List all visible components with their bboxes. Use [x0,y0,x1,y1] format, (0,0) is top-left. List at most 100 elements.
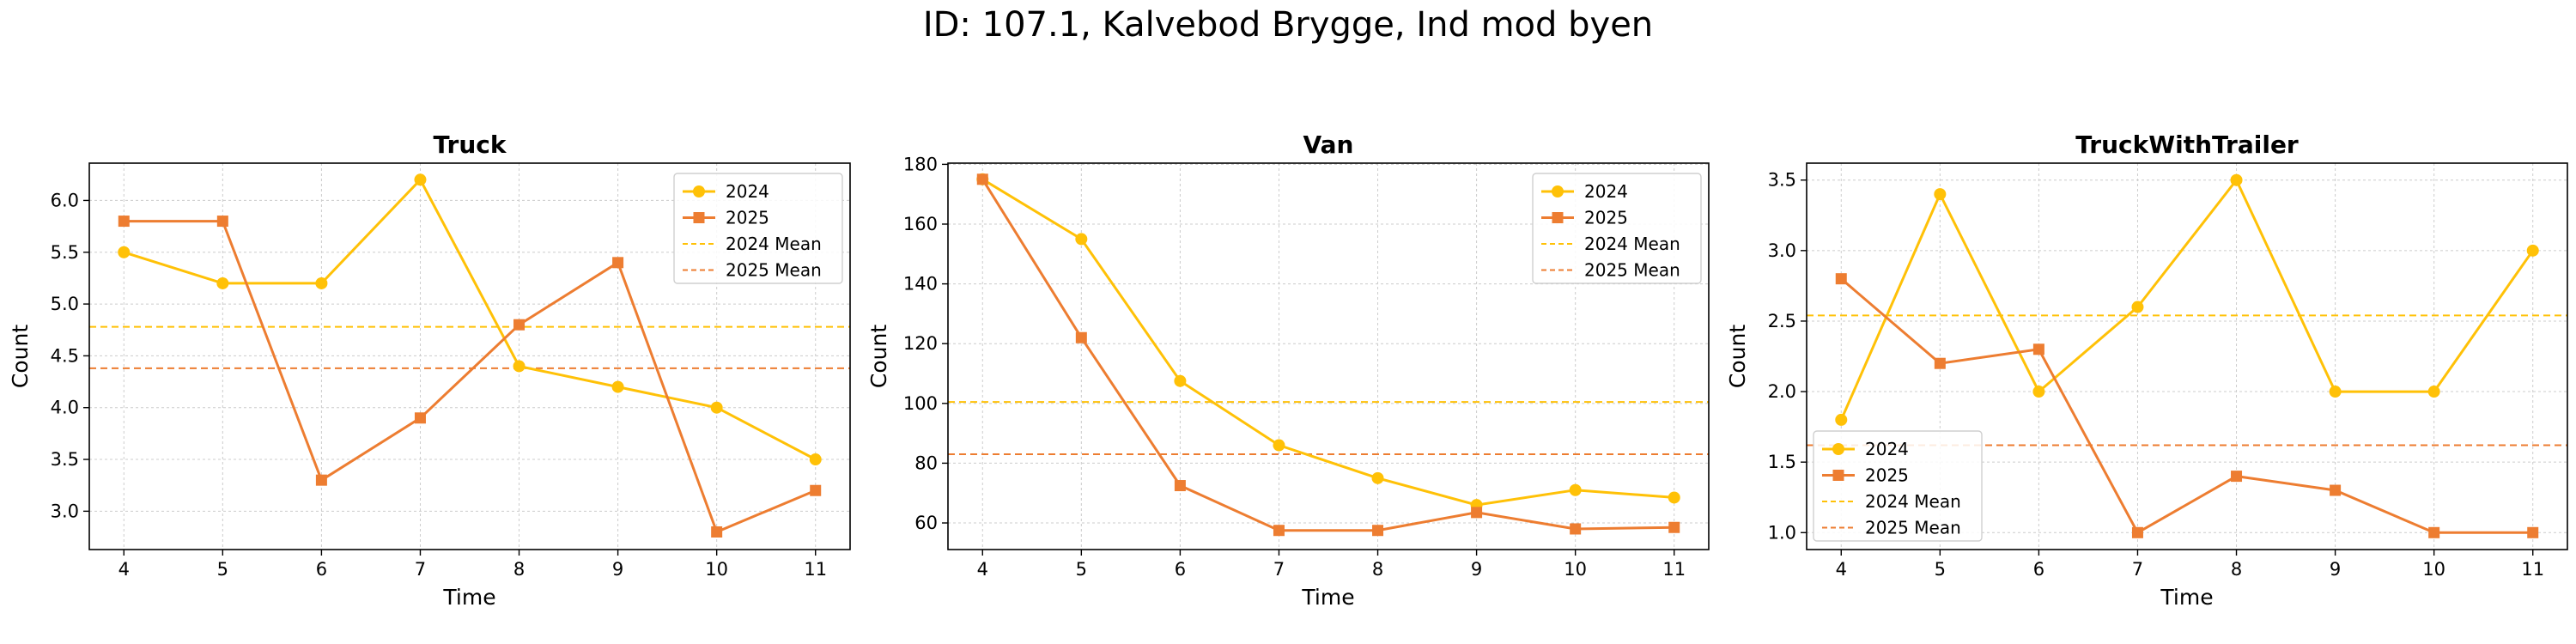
data-point-2024 [315,276,328,289]
x-tick-label: 7 [2132,559,2143,580]
legend-marker-circle [1552,185,1564,197]
y-axis-label: Count [1725,325,1750,388]
legend-marker-square [1832,470,1844,481]
data-point-2025 [315,474,327,486]
x-tick-label: 6 [316,559,327,580]
x-tick-label: 6 [1175,559,1186,580]
data-point-2025 [216,216,228,228]
series-line-2024 [1839,177,2534,421]
legend-label: 2025 [1865,465,1909,486]
plot-frame [947,162,1710,550]
data-point-2025 [2428,526,2440,538]
data-point-2024 [1371,471,1384,484]
x-tick-label: 5 [217,559,228,580]
data-point-2024 [2526,244,2539,257]
series-line-2025 [1840,277,2533,535]
data-point-2025 [1835,273,1847,285]
data-point-2025 [711,526,723,538]
data-point-2024 [1569,483,1582,496]
x-tick-label: 10 [1564,559,1587,580]
y-tick-label: 140 [903,274,938,295]
legend-label: 2025 [726,208,769,228]
x-tick-label: 9 [612,559,623,580]
data-point-2025 [2131,526,2143,538]
legend-label: 2024 Mean [1865,491,1961,512]
data-point-2025 [513,319,526,331]
y-tick-label: 1.5 [1768,452,1796,472]
legend: 2024 2025 2024 Mean 2025 Mean [1813,430,1983,542]
y-tick-label: 1.0 [1768,522,1796,543]
legend-label: 2025 Mean [726,260,822,281]
data-point-2025 [2231,471,2243,483]
data-point-2025 [2032,343,2044,355]
x-tick-label: 7 [1273,559,1285,580]
y-tick-label: 180 [903,154,938,174]
legend-label: 2025 Mean [1584,260,1680,281]
data-point-2024 [2329,386,2342,398]
legend-box [1532,173,1702,284]
data-point-2024 [2131,301,2144,313]
chart-panel-truck: 4 5 6 7 8 9 10 11 3.0 3.5 4.0 4.5 5.0 5.5 6.0 Truck Time… [8,131,851,610]
y-tick-label: 2.5 [1768,311,1796,331]
data-point-2024 [809,453,822,466]
x-tick-label: 6 [2033,559,2044,580]
data-point-2024 [1934,188,1947,201]
y-tick-label: 4.0 [51,398,79,418]
data-point-2025 [2527,526,2539,538]
legend: 2024 2025 2024 Mean 2025 Mean [1532,173,1702,284]
y-tick-label: 2.0 [1768,381,1796,402]
y-tick-label: 5.0 [51,294,79,314]
x-tick-label: 4 [1836,559,1847,580]
y-tick-label: 6.0 [51,190,79,210]
x-tick-label: 7 [415,559,426,580]
data-point-2025 [1273,525,1285,537]
legend: 2024 2025 2024 Mean 2025 Mean [673,173,843,284]
y-tick-label: 3.5 [1768,170,1796,191]
chart-title: TruckWithTrailer [2075,131,2299,159]
data-point-2025 [1668,521,1680,533]
series-line-2024 [123,177,817,461]
legend-label: 2025 Mean [1865,518,1961,538]
legend-marker-circle [1832,443,1844,455]
y-axis-label: Count [8,325,33,388]
data-point-2025 [2330,484,2342,496]
data-point-2024 [1174,374,1187,387]
data-point-2024 [1273,439,1285,452]
series-line-2024 [981,178,1674,507]
x-tick-label: 4 [118,559,130,580]
data-point-2025 [118,216,130,228]
x-tick-label: 11 [804,559,827,580]
plot-frame [1806,162,2568,550]
x-tick-label: 5 [1935,559,1946,580]
data-point-2024 [1668,491,1680,504]
y-tick-label: 3.5 [51,449,79,470]
data-point-2024 [2230,173,2243,186]
data-point-2025 [810,484,822,496]
legend-marker-circle [693,185,705,197]
data-point-2024 [2427,386,2440,398]
x-tick-label: 8 [513,559,525,580]
data-point-2025 [976,173,988,185]
x-tick-label: 8 [2231,559,2242,580]
x-axis-label: Time [2160,585,2213,610]
legend-label: 2024 [1584,181,1628,202]
chart-title: Van [1303,131,1354,159]
legend-label: 2024 [1865,439,1909,459]
y-tick-label: 3.0 [1768,240,1796,261]
legend-label: 2024 Mean [726,234,822,254]
x-tick-label: 4 [977,559,988,580]
y-tick-label: 120 [903,333,938,354]
x-tick-label: 11 [1662,559,1686,580]
y-tick-label: 100 [903,393,938,414]
x-axis-label: Time [442,585,495,610]
legend-marker-square [693,212,705,223]
series-line-2025 [981,179,1674,532]
y-tick-label: 4.5 [51,345,79,366]
data-point-2024 [414,173,427,186]
data-point-2024 [1835,413,1848,426]
legend-label: 2024 [726,181,769,202]
x-axis-label: Time [1301,585,1354,610]
data-point-2024 [2032,386,2045,398]
data-point-2025 [1934,357,1946,369]
data-point-2025 [612,257,624,269]
